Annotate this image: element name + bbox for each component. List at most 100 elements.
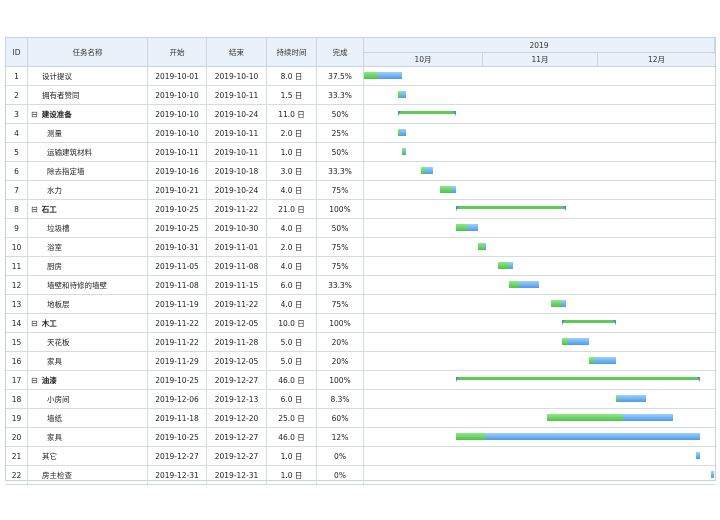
task-complete: 0%: [317, 466, 364, 484]
task-bar[interactable]: [421, 167, 433, 174]
task-bar[interactable]: [589, 357, 616, 364]
task-row[interactable]: 2 拥有者赞同 2019-10-10 2019-10-11 1.5 日 33.3%: [6, 86, 715, 105]
task-row[interactable]: 4 测量 2019-10-10 2019-10-11 2.0 日 25%: [6, 124, 715, 143]
task-row[interactable]: 21 其它 2019-12-27 2019-12-27 1.0 日 0%: [6, 447, 715, 466]
task-id: 6: [6, 162, 28, 180]
task-name-cell: ⊟ 木工: [28, 314, 148, 332]
task-row[interactable]: 20 家具 2019-10-25 2019-12-27 46.0 日 12%: [6, 428, 715, 447]
task-id: 20: [6, 428, 28, 446]
task-bar[interactable]: [547, 414, 674, 421]
task-row[interactable]: 5 运输建筑材料 2019-10-11 2019-10-11 1.0 日 50%: [6, 143, 715, 162]
column-header-start[interactable]: 开始: [148, 38, 207, 67]
task-id: 10: [6, 238, 28, 256]
task-row[interactable]: 12 墙壁和待修的墙壁 2019-11-08 2019-11-15 6.0 日 33.3%: [6, 276, 715, 295]
task-bar[interactable]: [455, 224, 479, 231]
task-name: 测量: [47, 128, 62, 138]
task-name-cell: 家具: [28, 352, 148, 370]
task-bar[interactable]: [478, 243, 487, 250]
task-bar[interactable]: [550, 300, 567, 307]
task-row[interactable]: 9 垃圾槽 2019-10-25 2019-10-30 4.0 日 50%: [6, 219, 715, 238]
task-end-date: 2019-11-22: [207, 295, 267, 313]
task-name: 墙壁和待修的墙壁: [47, 280, 107, 290]
task-complete: 75%: [317, 295, 364, 313]
task-bar[interactable]: [615, 395, 647, 402]
column-header-end[interactable]: 结束: [207, 38, 267, 67]
task-name-cell: 墙纸: [28, 409, 148, 427]
task-id: 2: [6, 86, 28, 104]
task-start-date: 2019-10-16: [148, 162, 207, 180]
task-name: 房主检查: [42, 470, 72, 480]
task-duration: 11.0 日: [267, 105, 317, 123]
task-name: 建设准备: [41, 109, 72, 119]
task-row[interactable]: 6 除去指定墙 2019-10-16 2019-10-18 3.0 日 33.3%: [6, 162, 715, 181]
task-duration: 25.0 日: [267, 409, 317, 427]
summary-bar[interactable]: [455, 206, 567, 211]
task-bar[interactable]: [398, 91, 406, 98]
summary-bar[interactable]: [398, 111, 456, 116]
task-row[interactable]: 15 天花板 2019-11-22 2019-11-28 5.0 日 20%: [6, 333, 715, 352]
task-start-date: 2019-10-25: [148, 428, 207, 446]
collapse-toggle-icon[interactable]: ⊟: [31, 109, 38, 119]
task-row[interactable]: 18 小房间 2019-12-06 2019-12-13 6.0 日 8.3%: [6, 390, 715, 409]
task-name: 除去指定墙: [47, 166, 85, 176]
task-bar-progress: [508, 281, 520, 288]
task-name: 油漆: [41, 375, 57, 385]
task-bar[interactable]: [440, 186, 456, 193]
task-row[interactable]: 13 地板层 2019-11-19 2019-11-22 4.0 日 75%: [6, 295, 715, 314]
task-name-cell: 测量: [28, 124, 148, 142]
task-row[interactable]: 14 ⊟ 木工 2019-11-22 2019-12-05 10.0 日 100%: [6, 314, 715, 333]
task-bar[interactable]: [562, 338, 590, 345]
task-duration: 8.0 日: [267, 67, 317, 85]
task-end-date: 2019-12-20: [207, 409, 267, 427]
task-bar[interactable]: [508, 281, 540, 288]
task-bar[interactable]: [398, 129, 406, 136]
task-name-cell: 其它: [28, 447, 148, 465]
summary-bar[interactable]: [562, 320, 616, 325]
collapse-toggle-icon[interactable]: ⊟: [31, 318, 38, 328]
task-start-date: 2019-10-01: [148, 67, 207, 85]
timeline-month-november: 11月: [483, 53, 598, 67]
task-bar[interactable]: [497, 262, 513, 269]
task-name: 石工: [41, 204, 57, 214]
task-bar-progress: [364, 72, 379, 79]
column-header-complete[interactable]: 完成: [317, 38, 364, 67]
task-row[interactable]: 11 厨房 2019-11-05 2019-11-08 4.0 日 75%: [6, 257, 715, 276]
task-name: 设计提议: [42, 71, 72, 81]
task-name: 木工: [41, 318, 57, 328]
task-bar-progress: [398, 129, 401, 136]
collapse-toggle-icon[interactable]: ⊟: [31, 204, 38, 214]
task-duration: 1.5 日: [267, 86, 317, 104]
task-name-cell: ⊟ 建设准备: [28, 105, 148, 123]
task-row[interactable]: 17 ⊟ 油漆 2019-10-25 2019-12-27 46.0 日 100%: [6, 371, 715, 390]
collapse-toggle-icon[interactable]: ⊟: [31, 375, 38, 385]
task-bar[interactable]: [402, 148, 406, 155]
task-bar[interactable]: [455, 433, 700, 440]
task-start-date: 2019-10-25: [148, 200, 207, 218]
task-row[interactable]: 8 ⊟ 石工 2019-10-25 2019-11-22 21.0 日 100%: [6, 200, 715, 219]
task-end-date: 2019-10-30: [207, 219, 267, 237]
task-row[interactable]: 19 墙纸 2019-11-18 2019-12-20 25.0 日 60%: [6, 409, 715, 428]
task-end-date: 2019-12-05: [207, 352, 267, 370]
task-complete: 33.3%: [317, 86, 364, 104]
task-start-date: 2019-12-27: [148, 447, 207, 465]
column-header-id[interactable]: ID: [6, 38, 28, 67]
column-header-task-name[interactable]: 任务名称: [28, 38, 148, 67]
task-id: 3: [6, 105, 28, 123]
task-duration: 1.0 日: [267, 143, 317, 161]
task-row[interactable]: 16 家具 2019-11-29 2019-12-05 5.0 日 20%: [6, 352, 715, 371]
task-bar[interactable]: [364, 72, 403, 79]
task-bar[interactable]: [695, 452, 700, 459]
task-row[interactable]: 1 设计提议 2019-10-01 2019-10-10 8.0 日 37.5%: [6, 67, 715, 86]
summary-bar-left-cap: [398, 111, 402, 116]
task-row[interactable]: 3 ⊟ 建设准备 2019-10-10 2019-10-24 11.0 日 50%: [6, 105, 715, 124]
task-bar[interactable]: [711, 471, 714, 478]
column-header-duration[interactable]: 持续时间: [267, 38, 317, 67]
task-row[interactable]: 10 浴室 2019-10-31 2019-11-01 2.0 日 75%: [6, 238, 715, 257]
task-id: 14: [6, 314, 28, 332]
summary-bar[interactable]: [455, 377, 700, 382]
task-row[interactable]: 7 水力 2019-10-21 2019-10-24 4.0 日 75%: [6, 181, 715, 200]
summary-bar-left-cap: [562, 320, 566, 325]
task-id: 4: [6, 124, 28, 142]
task-row[interactable]: 22 房主检查 2019-12-31 2019-12-31 1.0 日 0%: [6, 466, 715, 485]
task-duration: 1.0 日: [267, 447, 317, 465]
